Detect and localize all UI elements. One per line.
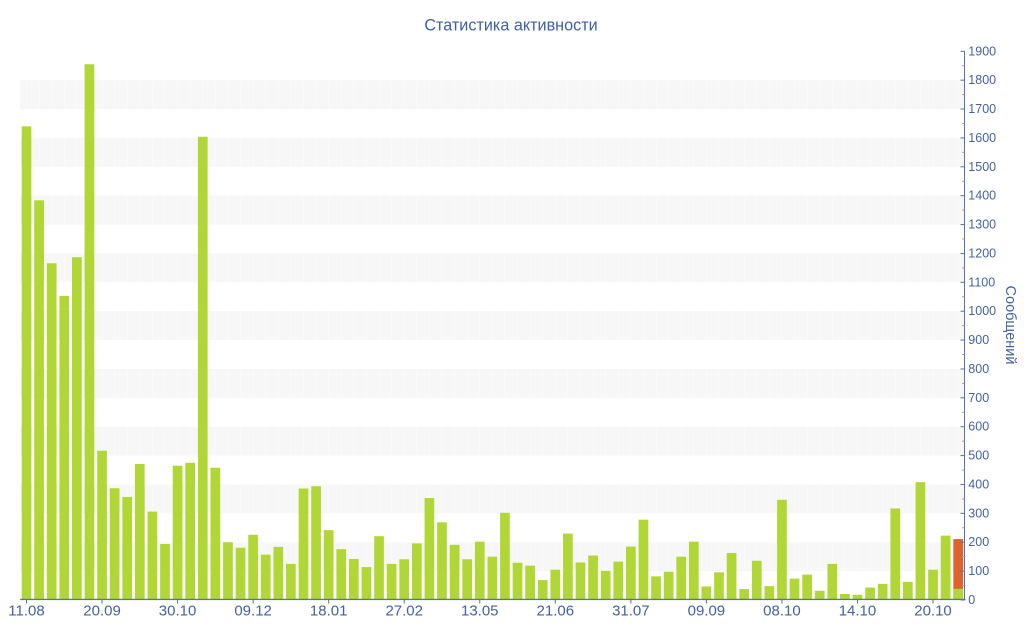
svg-text:400: 400 [968,477,989,491]
svg-text:14.10: 14.10 [839,603,877,620]
svg-text:1200: 1200 [968,246,996,260]
svg-text:700: 700 [968,391,989,405]
svg-text:1100: 1100 [968,275,995,289]
svg-text:900: 900 [968,333,989,347]
svg-text:31.07: 31.07 [612,603,650,620]
svg-text:1300: 1300 [968,218,996,232]
svg-text:500: 500 [968,449,989,463]
svg-text:0: 0 [968,593,975,607]
svg-text:600: 600 [968,420,989,434]
svg-text:1500: 1500 [968,160,996,174]
svg-text:30.10: 30.10 [159,603,197,620]
svg-text:Сообщений: Сообщений [1002,286,1018,365]
svg-text:13.05: 13.05 [461,603,499,620]
svg-text:1700: 1700 [968,102,996,116]
svg-text:20.09: 20.09 [83,603,121,620]
svg-text:1800: 1800 [968,73,996,87]
svg-text:1000: 1000 [968,304,996,318]
svg-text:800: 800 [968,362,989,376]
svg-text:18.01: 18.01 [310,603,348,620]
svg-text:1400: 1400 [968,189,996,203]
svg-text:20.10: 20.10 [914,603,952,620]
svg-text:1900: 1900 [968,44,996,58]
svg-text:300: 300 [968,506,989,520]
svg-text:21.06: 21.06 [537,603,575,620]
svg-text:08.10: 08.10 [763,603,801,620]
svg-text:200: 200 [968,535,989,549]
svg-text:09.09: 09.09 [688,603,726,620]
svg-text:27.02: 27.02 [385,603,423,620]
svg-text:1600: 1600 [968,131,996,145]
svg-text:100: 100 [968,564,989,578]
svg-text:09.12: 09.12 [234,603,272,620]
svg-text:11.08: 11.08 [8,603,44,620]
svg-text:Статистика активности: Статистика активности [424,17,597,35]
